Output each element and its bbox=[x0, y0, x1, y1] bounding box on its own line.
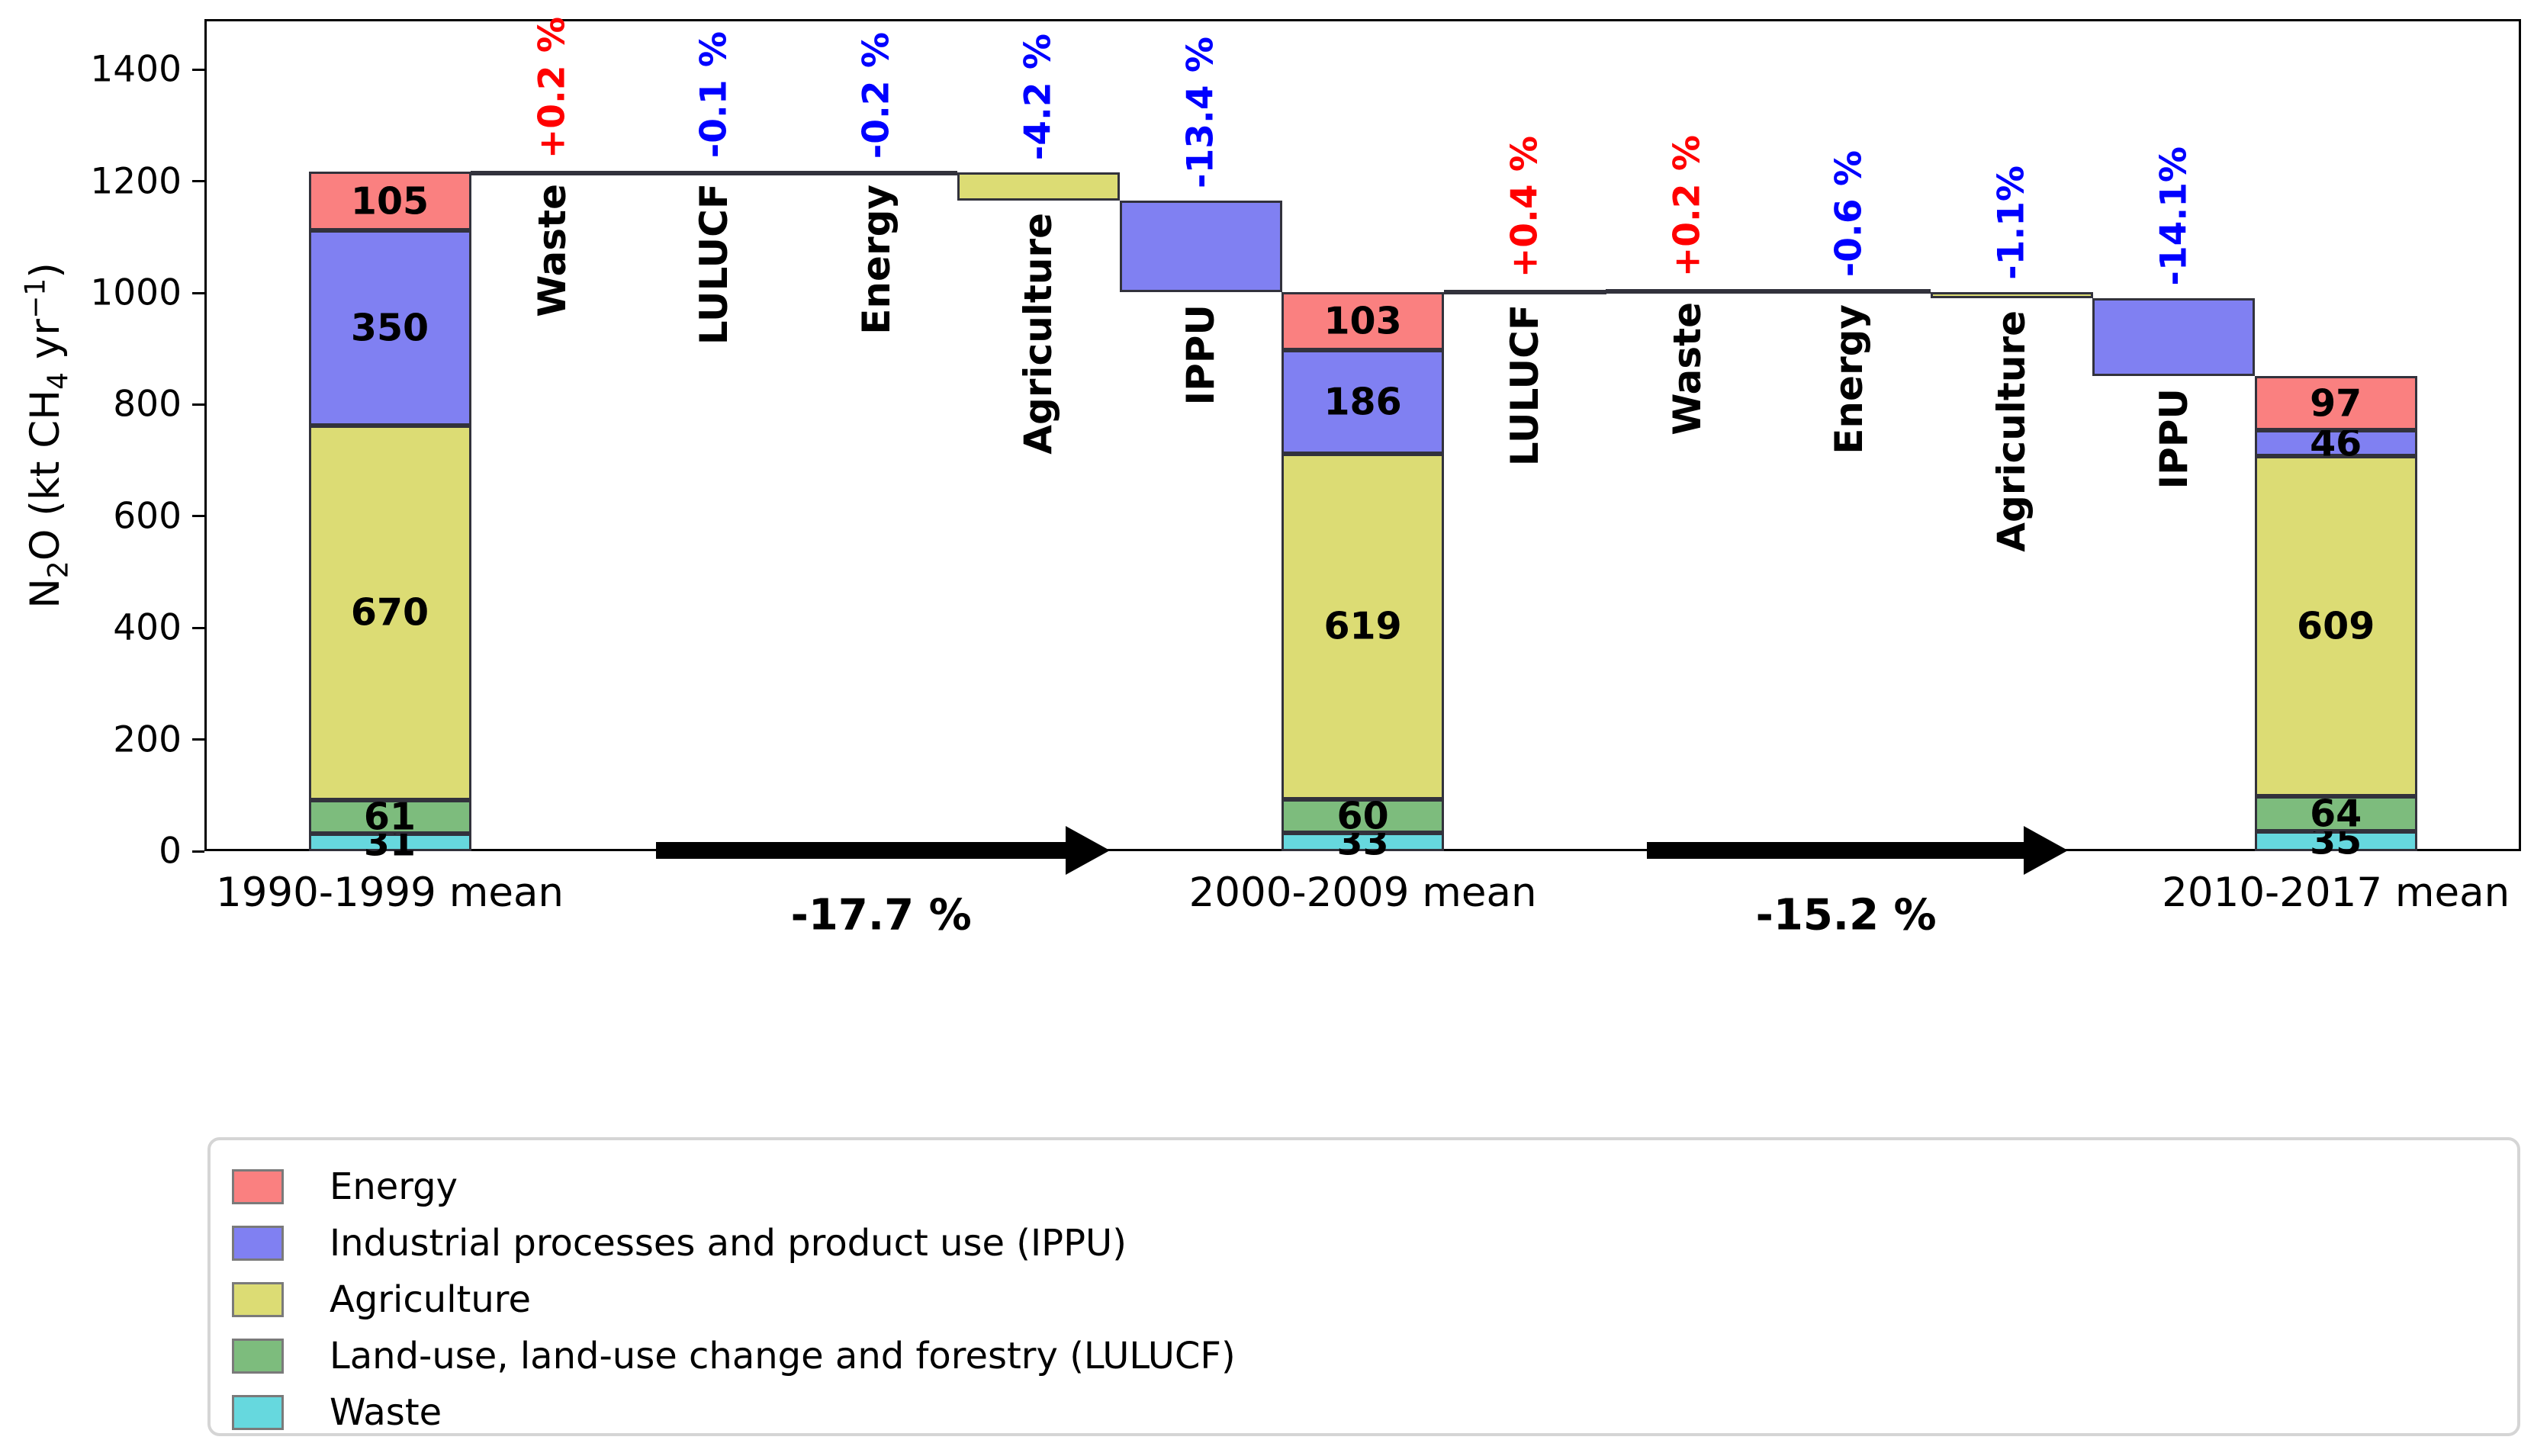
legend-label: Agriculture bbox=[330, 1278, 531, 1321]
step-percent-label: -14.1% bbox=[2153, 146, 2195, 286]
step-percent-label: -1.1% bbox=[1990, 166, 2033, 281]
bar-value-label: 619 bbox=[1323, 604, 1402, 648]
bar-value-label: 97 bbox=[2310, 381, 2362, 426]
y-axis-tick bbox=[192, 180, 204, 183]
bar-segment-agriculture bbox=[1281, 453, 1445, 799]
bar-value-label: 186 bbox=[1323, 380, 1402, 424]
step-category-label: Energy bbox=[1827, 304, 1872, 455]
bar-value-label: 105 bbox=[350, 179, 429, 223]
y-axis-tick bbox=[192, 403, 204, 406]
step-percent-label: +0.4 % bbox=[1503, 136, 1546, 278]
legend-label: Industrial processes and product use (IP… bbox=[330, 1222, 1127, 1265]
step-box-waste bbox=[1606, 288, 1769, 294]
step-box-waste bbox=[471, 170, 634, 175]
step-category-label: IPPU bbox=[1179, 304, 1223, 406]
y-axis-tick bbox=[192, 626, 204, 629]
bar-value-label: 670 bbox=[350, 590, 429, 635]
bar-value-label: 61 bbox=[363, 795, 416, 839]
bar-value-label: 60 bbox=[1336, 794, 1389, 838]
step-category-label: Waste bbox=[529, 184, 574, 317]
bar-value-label: 609 bbox=[2297, 604, 2375, 648]
step-box-agriculture bbox=[957, 172, 1120, 201]
y-axis-tick bbox=[192, 291, 204, 294]
change-arrow-body bbox=[1646, 842, 2026, 859]
bar-segment-lulucf bbox=[1281, 799, 1445, 833]
change-arrow-label: -17.7 % bbox=[790, 890, 972, 940]
y-axis-tick-label: 800 bbox=[113, 383, 182, 426]
change-arrow-head bbox=[2024, 826, 2069, 875]
bar-segment-ippu bbox=[308, 230, 471, 426]
step-category-label: Energy bbox=[854, 184, 899, 335]
x-axis-bar-label: 2010-2017 mean bbox=[2162, 869, 2510, 916]
bar-value-label: 350 bbox=[350, 306, 429, 350]
bar-value-label: 64 bbox=[2310, 792, 2362, 836]
bar-segment-energy bbox=[1281, 292, 1445, 350]
bar-segment-ippu bbox=[1281, 349, 1445, 454]
bar-segment-agriculture bbox=[308, 426, 471, 800]
step-percent-label: -13.4 % bbox=[1179, 37, 1222, 189]
y-axis-tick-label: 1000 bbox=[90, 272, 182, 314]
step-percent-label: +0.2 % bbox=[531, 16, 574, 159]
bar-segment-ippu bbox=[2254, 430, 2417, 456]
legend-label: Land-use, land-use change and forestry (… bbox=[330, 1335, 1236, 1377]
x-axis-bar-label: 1990-1999 mean bbox=[215, 869, 564, 916]
legend-swatch bbox=[232, 1395, 284, 1430]
bar-value-label: 103 bbox=[1323, 299, 1402, 343]
step-category-label: Agriculture bbox=[1016, 213, 1061, 455]
x-axis-bar-label: 2000-2009 mean bbox=[1188, 869, 1537, 916]
step-percent-label: -0.6 % bbox=[1828, 149, 1870, 277]
y-axis-tick bbox=[192, 68, 204, 71]
bar-segment-energy bbox=[308, 172, 471, 230]
bar-segment-waste bbox=[2254, 831, 2417, 851]
y-axis-tick-label: 1400 bbox=[90, 48, 182, 91]
legend-label: Waste bbox=[330, 1391, 442, 1434]
y-axis-tick bbox=[192, 850, 204, 853]
step-category-label: LULUCF bbox=[1503, 304, 1548, 467]
y-axis-label-sub2: 2 bbox=[43, 561, 75, 579]
bar-segment-lulucf bbox=[2254, 795, 2417, 832]
bar-segment-waste bbox=[308, 834, 471, 851]
y-axis-tick-label: 0 bbox=[159, 830, 182, 873]
y-axis-tick-label: 200 bbox=[113, 718, 182, 761]
bar-segment-energy bbox=[2254, 376, 2417, 431]
change-arrow-label: -15.2 % bbox=[1755, 890, 1937, 940]
y-axis-tick bbox=[192, 738, 204, 741]
legend-swatch bbox=[232, 1226, 284, 1261]
change-arrow-head bbox=[1065, 826, 1110, 875]
y-axis-tick-label: 400 bbox=[113, 606, 182, 649]
step-box-ippu bbox=[2092, 297, 2256, 377]
step-box-lulucf bbox=[632, 170, 796, 175]
legend-swatch bbox=[232, 1282, 284, 1317]
y-axis-tick bbox=[192, 515, 204, 518]
step-box-energy bbox=[1767, 288, 1931, 294]
step-box-lulucf bbox=[1443, 290, 1606, 295]
y-axis-tick-label: 600 bbox=[113, 495, 182, 538]
legend-swatch bbox=[232, 1169, 284, 1204]
step-box-agriculture bbox=[1930, 292, 2093, 298]
bar-segment-lulucf bbox=[308, 799, 471, 834]
y-axis-label-units: yr bbox=[22, 318, 69, 372]
step-percent-label: -0.2 % bbox=[855, 32, 898, 159]
bar-segment-agriculture bbox=[2254, 455, 2417, 796]
step-box-ippu bbox=[1119, 201, 1282, 293]
step-percent-label: -0.1 % bbox=[693, 31, 735, 159]
y-axis-label: N2O (kt CH4 yr−1) bbox=[20, 262, 74, 609]
step-category-label: IPPU bbox=[2151, 388, 2196, 490]
step-category-label: Agriculture bbox=[1989, 310, 2034, 552]
legend-label: Energy bbox=[330, 1165, 458, 1208]
legend bbox=[207, 1137, 2520, 1436]
step-box-energy bbox=[795, 171, 958, 176]
step-category-label: Waste bbox=[1664, 302, 1709, 436]
legend-swatch bbox=[232, 1339, 284, 1374]
y-axis-label-text: N bbox=[22, 578, 69, 609]
step-percent-label: +0.2 % bbox=[1666, 134, 1709, 277]
bar-segment-waste bbox=[1281, 832, 1445, 851]
change-arrow-body bbox=[655, 842, 1067, 859]
step-percent-label: -4.2 % bbox=[1017, 33, 1060, 160]
y-axis-tick-label: 1200 bbox=[90, 160, 182, 203]
step-category-label: LULUCF bbox=[692, 183, 737, 346]
